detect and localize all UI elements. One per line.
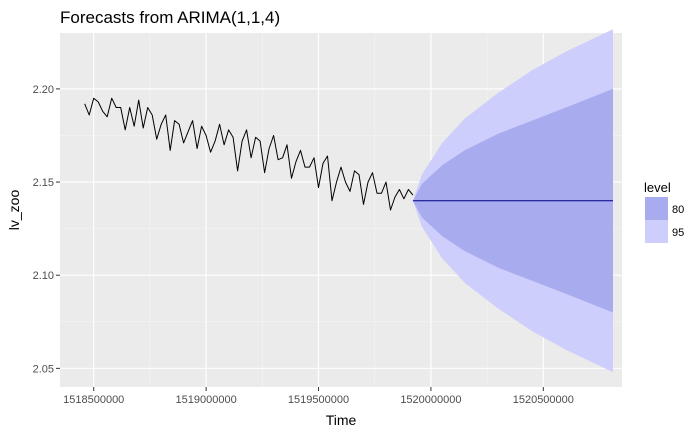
- series-lines: [84, 97, 613, 211]
- legend-swatch-95: [645, 220, 668, 243]
- legend-title: level: [644, 180, 671, 195]
- x-tick-label: 1520000000: [400, 394, 461, 406]
- legend: level 80 95: [644, 180, 684, 243]
- legend-swatch-80: [645, 197, 668, 220]
- legend-label-95: 95: [672, 227, 684, 239]
- y-tick-label: 2.05: [33, 363, 54, 375]
- x-tick-label: 1518500000: [63, 394, 124, 406]
- x-tick-label: 1519000000: [176, 394, 237, 406]
- y-tick-label: 2.20: [33, 84, 54, 96]
- y-tick-label: 2.15: [33, 177, 54, 189]
- x-tick-label: 1520500000: [513, 394, 574, 406]
- legend-label-80: 80: [672, 204, 684, 216]
- y-tick-label: 2.10: [33, 270, 54, 282]
- x-tick-label: 1519500000: [288, 394, 349, 406]
- y-axis-title: lv_zoo: [6, 190, 22, 231]
- x-axis-title: Time: [326, 412, 357, 428]
- chart-title: Forecasts from ARIMA(1,1,4): [60, 8, 280, 27]
- axes: 2.05 2.10 2.15 2.20 1518500000 1519000000 1519…: [33, 84, 574, 406]
- observed-series-line: [84, 97, 414, 211]
